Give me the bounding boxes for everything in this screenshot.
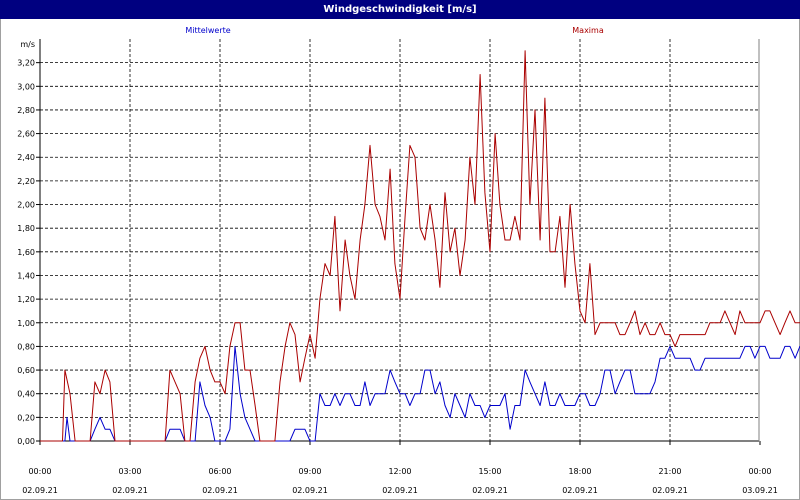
y-tick-label: 1,00 xyxy=(17,319,35,328)
y-tick-label: 0,40 xyxy=(17,390,35,399)
x-tick-time: 06:00 xyxy=(208,467,231,476)
x-tick-time: 03:00 xyxy=(118,467,141,476)
x-tick-time: 15:00 xyxy=(478,467,501,476)
y-tick-label: 3,20 xyxy=(17,59,35,68)
y-tick-label: 1,80 xyxy=(17,224,35,233)
x-tick-date: 02.09.21 xyxy=(22,486,58,495)
x-tick-date: 02.09.21 xyxy=(472,486,508,495)
axis-labels: 0,00 0,20 0,40 0,60 0,80 1,00 1,20 1,40 1,60 1,80… xyxy=(17,40,778,495)
x-tick-date: 02.09.21 xyxy=(202,486,238,495)
x-tick-date: 02.09.21 xyxy=(382,486,418,495)
y-tick-label: 2,00 xyxy=(17,201,35,210)
x-tick-date: 02.09.21 xyxy=(562,486,598,495)
y-tick-label: 0,00 xyxy=(17,437,35,446)
y-tick-label: 1,20 xyxy=(17,295,35,304)
axes xyxy=(36,39,761,445)
grid-lines xyxy=(40,39,759,441)
y-tick-label: 0,60 xyxy=(17,366,35,375)
legend-maxima: Maxima xyxy=(572,26,604,35)
y-tick-label: 2,20 xyxy=(17,177,35,186)
series-layer xyxy=(40,50,800,442)
x-tick-date: 03.09.21 xyxy=(742,486,778,495)
legend: Mittelwerte Maxima xyxy=(185,26,604,35)
y-tick-label: 2,80 xyxy=(17,106,35,115)
x-tick-time: 00:00 xyxy=(748,467,771,476)
x-tick-time: 09:00 xyxy=(298,467,321,476)
series-line-mittelwerte xyxy=(40,345,800,442)
x-tick-date: 02.09.21 xyxy=(112,486,148,495)
wind-speed-chart: 0,00 0,20 0,40 0,60 0,80 1,00 1,20 1,40 1,60 1,80… xyxy=(17,26,800,495)
y-tick-label: 2,40 xyxy=(17,153,35,162)
y-tick-label: 2,60 xyxy=(17,130,35,139)
y-axis-unit: m/s xyxy=(20,40,35,49)
x-tick-time: 12:00 xyxy=(388,467,411,476)
x-tick-date: 02.09.21 xyxy=(652,486,688,495)
y-tick-label: 1,40 xyxy=(17,271,35,280)
y-tick-label: 1,60 xyxy=(17,248,35,257)
y-tick-label: 3,00 xyxy=(17,82,35,91)
x-tick-time: 00:00 xyxy=(28,467,51,476)
legend-mittelwerte: Mittelwerte xyxy=(185,26,230,35)
chart-title: Windgeschwindigkeit [m/s] xyxy=(0,0,800,19)
series-line-maxima xyxy=(40,50,800,442)
y-tick-label: 0,20 xyxy=(17,413,35,422)
y-tick-label: 0,80 xyxy=(17,342,35,351)
x-tick-time: 18:00 xyxy=(568,467,591,476)
x-tick-time: 21:00 xyxy=(658,467,681,476)
x-tick-date: 02.09.21 xyxy=(292,486,328,495)
